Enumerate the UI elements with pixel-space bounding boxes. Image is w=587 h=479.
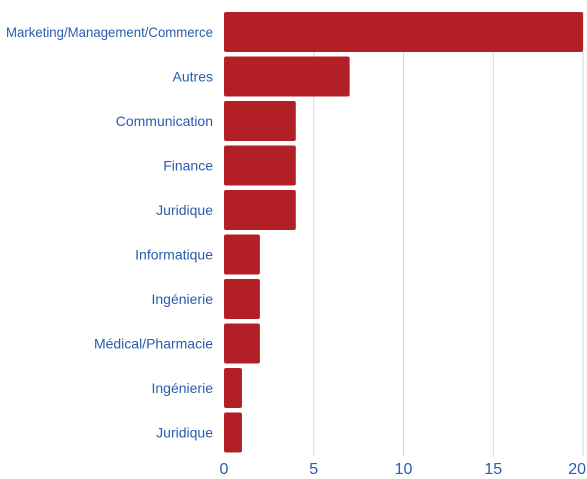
bar: [224, 56, 350, 97]
bar: [224, 12, 583, 52]
category-label: Autres: [173, 69, 213, 85]
category-label: Juridique: [156, 425, 213, 441]
bar: [224, 190, 296, 230]
x-tick-label: 5: [309, 461, 318, 478]
category-label: Marketing/Management/Commerce: [6, 24, 213, 40]
gridlines: [313, 12, 584, 456]
bar: [224, 279, 260, 319]
bars: [224, 12, 583, 453]
bar: [224, 234, 260, 275]
category-label: Finance: [163, 158, 213, 174]
category-label: Ingénierie: [152, 291, 214, 307]
category-label: Juridique: [156, 202, 213, 218]
category-label: Médical/Pharmacie: [94, 336, 213, 352]
bar: [224, 368, 242, 408]
category-label: Communication: [116, 113, 213, 129]
x-tick-label: 20: [568, 461, 586, 478]
bar: [224, 323, 260, 364]
bar: [224, 412, 242, 453]
x-tick-label: 0: [220, 461, 229, 478]
bar: [224, 145, 296, 186]
bar: [224, 101, 296, 141]
x-tick-label: 10: [395, 461, 413, 478]
category-labels: Marketing/Management/Commerce Autres Commu…: [6, 24, 213, 441]
category-label: Informatique: [135, 247, 213, 263]
category-label: Ingénierie: [152, 380, 214, 396]
x-tick-label: 15: [484, 461, 502, 478]
x-axis-ticks: 0 5 10 15 20: [220, 461, 587, 478]
